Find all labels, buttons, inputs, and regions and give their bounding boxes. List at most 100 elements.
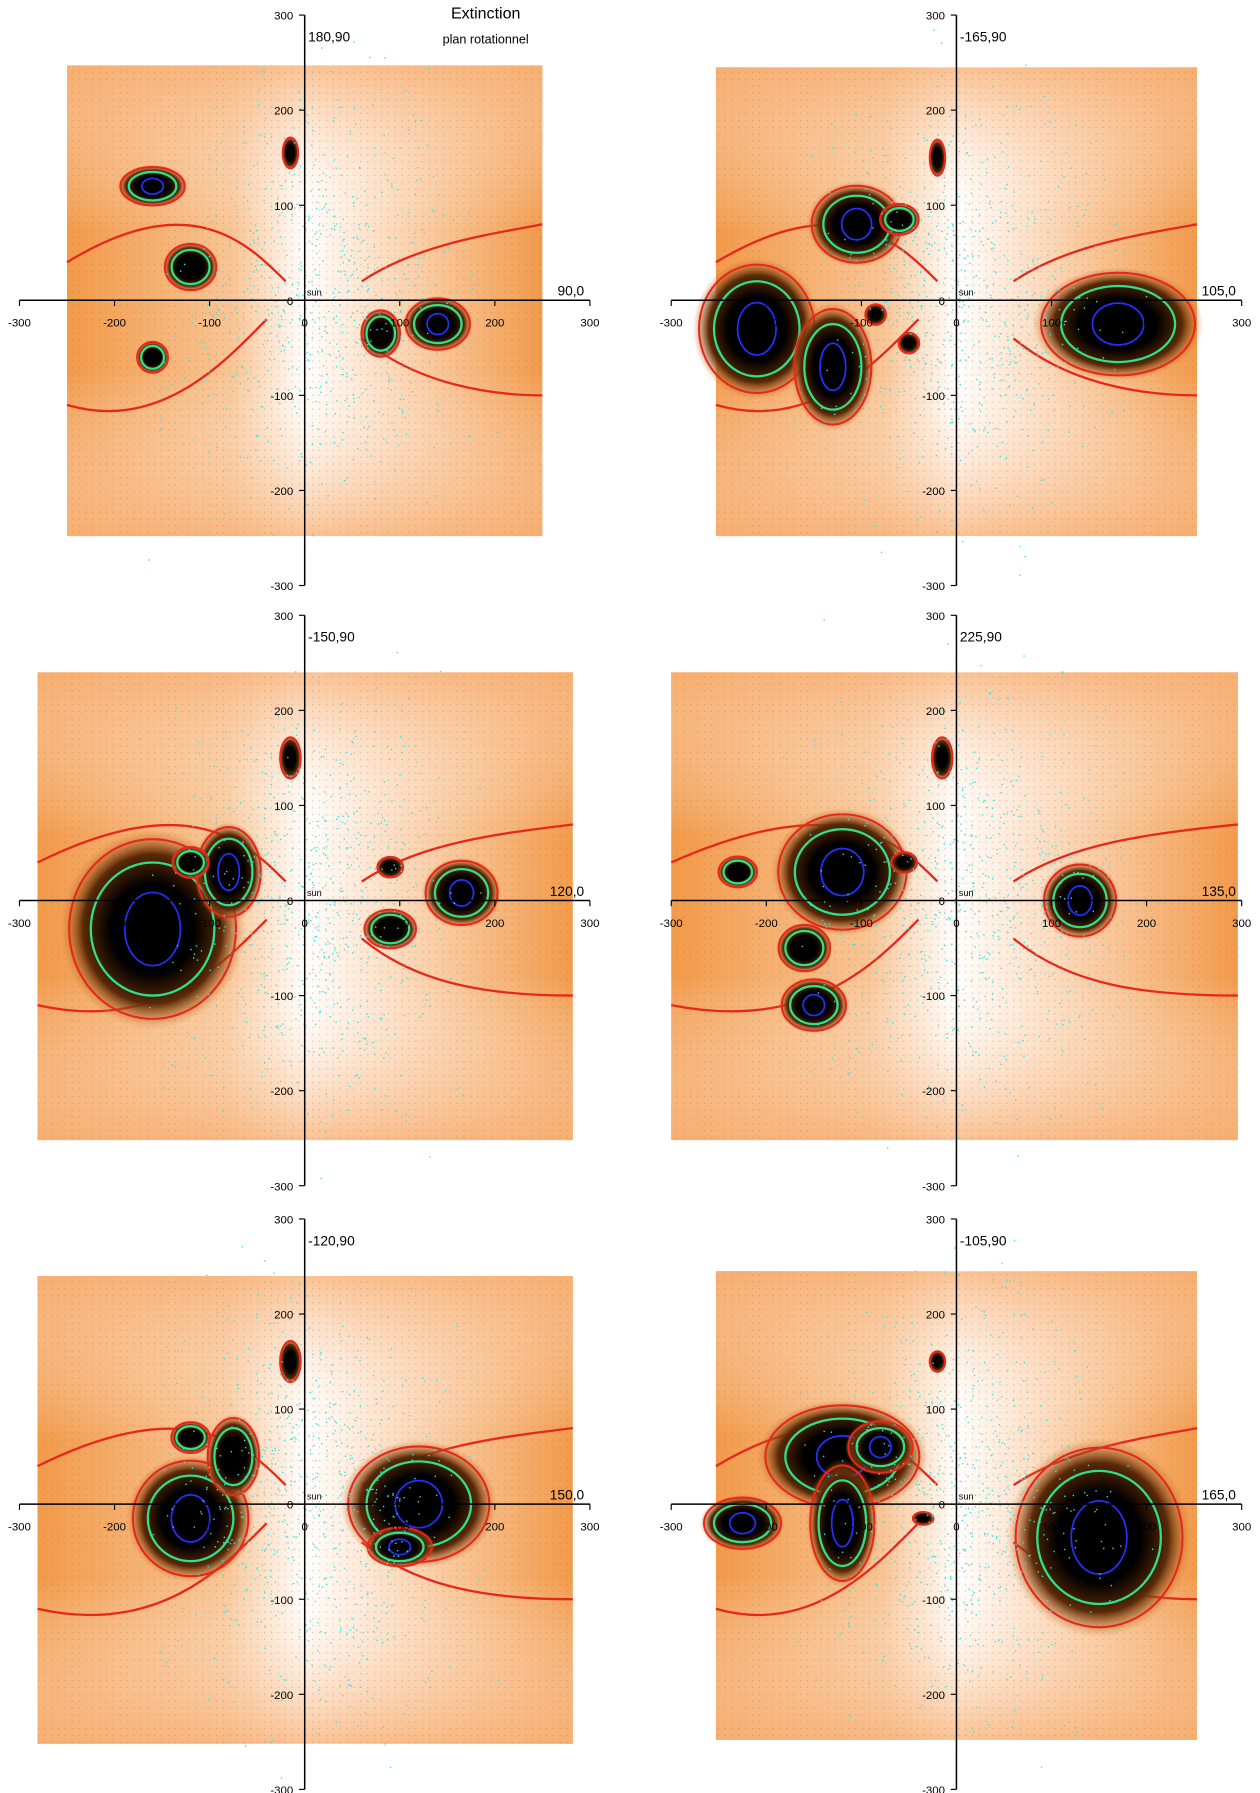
star bbox=[460, 963, 462, 965]
star bbox=[384, 1485, 386, 1487]
star bbox=[214, 1546, 216, 1548]
star bbox=[1075, 1540, 1077, 1542]
star bbox=[233, 375, 235, 377]
star bbox=[1056, 922, 1058, 924]
star bbox=[889, 1035, 892, 1038]
star bbox=[259, 385, 261, 388]
star bbox=[311, 443, 313, 446]
star bbox=[894, 882, 897, 884]
star bbox=[391, 1569, 393, 1571]
star bbox=[987, 1446, 989, 1448]
star bbox=[360, 1550, 363, 1552]
star bbox=[215, 817, 218, 819]
star bbox=[233, 1584, 235, 1586]
star bbox=[362, 1528, 364, 1530]
contour-blue bbox=[123, 891, 182, 967]
star bbox=[241, 1246, 244, 1248]
star bbox=[1026, 1487, 1028, 1489]
star bbox=[334, 947, 336, 949]
star bbox=[283, 310, 285, 312]
star bbox=[1107, 876, 1109, 878]
star bbox=[948, 1668, 950, 1670]
star bbox=[378, 313, 381, 315]
star bbox=[925, 1116, 928, 1119]
star bbox=[430, 1686, 432, 1689]
star bbox=[1102, 944, 1104, 947]
star bbox=[887, 1070, 889, 1073]
star bbox=[204, 1057, 206, 1060]
star bbox=[1022, 948, 1025, 950]
star bbox=[276, 1426, 279, 1428]
star bbox=[983, 799, 985, 802]
star bbox=[840, 812, 843, 814]
star bbox=[1041, 905, 1044, 908]
star bbox=[922, 1002, 924, 1004]
star bbox=[841, 1551, 844, 1553]
star bbox=[1123, 410, 1125, 412]
star bbox=[1123, 253, 1125, 256]
star bbox=[948, 1434, 950, 1437]
star bbox=[919, 1395, 921, 1398]
star bbox=[346, 1445, 349, 1447]
star bbox=[1044, 1371, 1046, 1374]
star bbox=[312, 1435, 315, 1437]
star bbox=[938, 1469, 941, 1471]
star bbox=[1054, 1642, 1056, 1645]
star bbox=[1089, 983, 1091, 985]
star bbox=[1009, 350, 1011, 352]
star bbox=[1034, 959, 1037, 962]
star bbox=[1052, 1512, 1054, 1515]
star bbox=[468, 342, 470, 344]
star bbox=[1095, 1508, 1098, 1511]
star bbox=[218, 309, 220, 311]
star bbox=[320, 1358, 322, 1361]
star bbox=[320, 1177, 322, 1180]
star bbox=[917, 921, 919, 924]
star bbox=[305, 1509, 307, 1511]
star bbox=[197, 1573, 200, 1576]
star bbox=[927, 1543, 929, 1546]
star bbox=[968, 297, 970, 300]
star bbox=[215, 149, 217, 152]
star bbox=[947, 398, 949, 400]
star bbox=[207, 353, 209, 355]
star bbox=[1008, 1488, 1011, 1491]
star bbox=[950, 408, 952, 410]
star bbox=[1017, 1292, 1020, 1294]
star bbox=[957, 1662, 959, 1665]
star bbox=[1077, 871, 1079, 874]
contour-red bbox=[360, 309, 402, 358]
star bbox=[353, 397, 355, 400]
star bbox=[900, 1341, 903, 1343]
star bbox=[290, 304, 292, 306]
star bbox=[1013, 1240, 1016, 1242]
star bbox=[929, 1483, 932, 1486]
star bbox=[381, 328, 383, 330]
star bbox=[420, 119, 422, 122]
star bbox=[942, 1472, 944, 1475]
star bbox=[452, 1550, 455, 1552]
star bbox=[406, 1550, 408, 1552]
star bbox=[1005, 1588, 1007, 1590]
star bbox=[364, 1038, 366, 1041]
star bbox=[376, 267, 379, 269]
star bbox=[1001, 1641, 1003, 1643]
star bbox=[1023, 655, 1025, 657]
star bbox=[217, 1468, 220, 1471]
star bbox=[906, 490, 909, 493]
star bbox=[1032, 1466, 1034, 1469]
star bbox=[362, 1037, 364, 1039]
star bbox=[957, 989, 959, 992]
star bbox=[286, 254, 288, 256]
star bbox=[383, 1014, 385, 1016]
star bbox=[920, 516, 922, 518]
star bbox=[345, 1633, 348, 1636]
direction-label-top: 225,90 bbox=[960, 630, 1002, 645]
star bbox=[176, 1382, 178, 1385]
star bbox=[894, 1464, 896, 1466]
star bbox=[333, 441, 336, 444]
star bbox=[291, 1310, 293, 1313]
star bbox=[342, 373, 344, 376]
y-tick-label: -100 bbox=[922, 1595, 945, 1607]
star bbox=[261, 1455, 264, 1458]
